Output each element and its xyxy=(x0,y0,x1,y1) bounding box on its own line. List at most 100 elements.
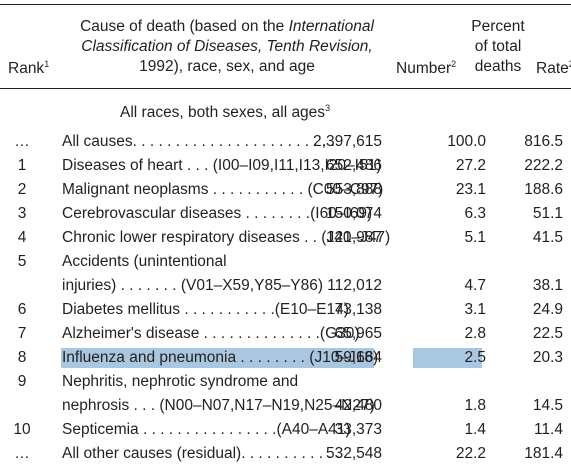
cause-header-line1: Cause of death (based on the Internation… xyxy=(78,17,376,37)
table-row: … All causes. . . . . . . . . . . . . . .… xyxy=(0,130,571,154)
cause-cell: All other causes (residual). . . . . . .… xyxy=(62,445,341,462)
rank-cell: 2 xyxy=(17,181,27,198)
rank-cell: 6 xyxy=(17,301,27,318)
cause-cell: Malignant neoplasms . . . . . . . . . . … xyxy=(62,181,384,198)
rate-cell: 188.6 xyxy=(524,181,563,198)
cause-column-header: Cause of death (based on the Internation… xyxy=(78,17,376,77)
rate-cell: 38.1 xyxy=(532,277,563,294)
rate-cell: 222.2 xyxy=(524,157,563,174)
table-row: injuries) . . . . . . . (V01–X59,Y85–Y86… xyxy=(0,274,571,298)
cause-cell: All causes. . . . . . . . . . . . . . . … xyxy=(62,133,336,150)
rate-cell: 14.5 xyxy=(532,397,563,414)
number-cell: 121,987 xyxy=(325,229,382,246)
rate-cell: 22.5 xyxy=(532,325,563,342)
cause-header-text: Cause of death (based on the xyxy=(80,18,289,35)
table-row: … All other causes (residual). . . . . . … xyxy=(0,442,571,466)
number-cell: 652,486 xyxy=(325,157,382,174)
section-title-text: All races, both sexes, all ages xyxy=(120,104,326,121)
table-row: 10 Septicemia . . . . . . . . . . . . . .… xyxy=(0,418,571,442)
number-cell: 73,138 xyxy=(334,301,382,318)
cause-header-italic-2: Classification of Diseases, Tenth Revisi… xyxy=(81,38,373,55)
percent-header-line2: of total xyxy=(474,38,522,55)
rate-cell: 20.3 xyxy=(532,349,563,366)
rank-cell: 4 xyxy=(17,229,27,246)
rank-cell: … xyxy=(14,445,30,462)
percent-cell: 22.2 xyxy=(455,445,486,462)
percent-cell: 1.4 xyxy=(464,421,486,438)
cause-cell: Chronic lower respiratory diseases . . (… xyxy=(62,229,391,246)
cause-cell: Diseases of heart . . . (I00–I09,I11,I13… xyxy=(62,157,382,174)
rank-cell: 8 xyxy=(17,349,27,366)
cause-cell: injuries) . . . . . . . (V01–X59,Y85–Y86… xyxy=(62,277,324,294)
percent-cell: 5.1 xyxy=(464,229,486,246)
table-row: 5 Accidents (unintentional xyxy=(0,250,571,274)
top-rule xyxy=(0,4,571,5)
number-cell: 33,373 xyxy=(334,421,382,438)
percent-cell: 6.3 xyxy=(464,205,486,222)
percent-column-header: Percent of total deaths xyxy=(470,17,526,77)
cause-header-italic: International xyxy=(288,18,374,35)
rank-cell: 3 xyxy=(17,205,27,222)
rate-column-header: Rate2 xyxy=(536,59,571,78)
percent-cell: 4.7 xyxy=(464,277,486,294)
percent-cell: 23.1 xyxy=(455,181,486,198)
table-row: 4 Chronic lower respiratory diseases . . … xyxy=(0,226,571,250)
highlight-number xyxy=(413,348,482,368)
number-cell: 150,074 xyxy=(325,205,382,222)
number-cell: 532,548 xyxy=(325,445,382,462)
cause-cell: Diabetes mellitus . . . . . . . . . . .(… xyxy=(62,301,349,318)
rate-cell: 51.1 xyxy=(532,205,563,222)
number-cell: 65,965 xyxy=(334,325,382,342)
percent-cell: 2.8 xyxy=(464,325,486,342)
cause-cell: Accidents (unintentional xyxy=(62,253,227,270)
rank-cell: … xyxy=(14,133,30,150)
cause-cell: Septicemia . . . . . . . . . . . . . . .… xyxy=(62,421,351,438)
percent-cell: 1.8 xyxy=(464,397,486,414)
cause-header-line3: 1992), race, sex, and age xyxy=(139,58,315,75)
rank-cell: 1 xyxy=(17,157,27,174)
rate-cell: 24.9 xyxy=(532,301,563,318)
rate-footnote: 2 xyxy=(569,59,571,69)
rank-cell: 5 xyxy=(17,253,27,270)
rate-cell: 816.5 xyxy=(524,133,563,150)
cause-cell: nephrosis . . . (N00–N07,N17–N19,N25–N27… xyxy=(62,397,375,414)
section-title: All races, both sexes, all ages3 xyxy=(120,102,331,122)
table-row: 7 Alzheimer's disease . . . . . . . . . .… xyxy=(0,322,571,346)
table-row: nephrosis . . . (N00–N07,N17–N19,N25–N27… xyxy=(0,394,571,418)
rank-cell: 9 xyxy=(17,373,27,390)
number-column-header: Number2 xyxy=(396,58,457,78)
percent-cell: 27.2 xyxy=(455,157,486,174)
number-header-label: Number xyxy=(396,60,452,77)
table-row: 8 Influenza and pneumonia . . . . . . . .… xyxy=(0,346,571,370)
percent-header-line3: deaths xyxy=(474,58,522,75)
table-row: 6 Diabetes mellitus . . . . . . . . . . .… xyxy=(0,298,571,322)
cause-cell: Nephritis, nephrotic syndrome and xyxy=(62,373,299,390)
rate-cell: 41.5 xyxy=(532,229,563,246)
cause-header-line2: Classification of Diseases, Tenth Revisi… xyxy=(78,37,376,57)
cause-cell: Influenza and pneumonia . . . . . . . . … xyxy=(62,349,379,366)
percent-header-line1: Percent xyxy=(471,18,525,35)
cause-cell: Cerebrovascular diseases . . . . . . . .… xyxy=(62,205,373,222)
number-cell: 2,397,615 xyxy=(313,133,382,150)
cause-cell: Alzheimer's disease . . . . . . . . . . … xyxy=(62,325,360,342)
rank-cell: 7 xyxy=(17,325,27,342)
rank-header-label: Rank xyxy=(8,60,45,77)
rank-column-header: Rank1 xyxy=(8,58,50,78)
number-cell: 42,480 xyxy=(334,397,382,414)
number-cell: 553,888 xyxy=(325,181,382,198)
percent-cell: 3.1 xyxy=(464,301,486,318)
rate-header-label: Rate xyxy=(536,60,569,77)
highlight-cause xyxy=(61,348,374,368)
table-row: 2 Malignant neoplasms . . . . . . . . . .… xyxy=(0,178,571,202)
rate-cell: 181.4 xyxy=(524,445,563,462)
table-row: 1 Diseases of heart . . . (I00–I09,I11,I1… xyxy=(0,154,571,178)
section-footnote: 3 xyxy=(325,102,331,113)
rate-cell: 11.4 xyxy=(533,421,563,438)
rank-footnote: 1 xyxy=(44,58,50,69)
number-footnote: 2 xyxy=(451,58,457,69)
rank-cell: 10 xyxy=(13,421,31,438)
percent-cell: 100.0 xyxy=(447,133,486,150)
header-rule xyxy=(0,88,571,89)
number-cell: 59,664 xyxy=(334,349,382,366)
